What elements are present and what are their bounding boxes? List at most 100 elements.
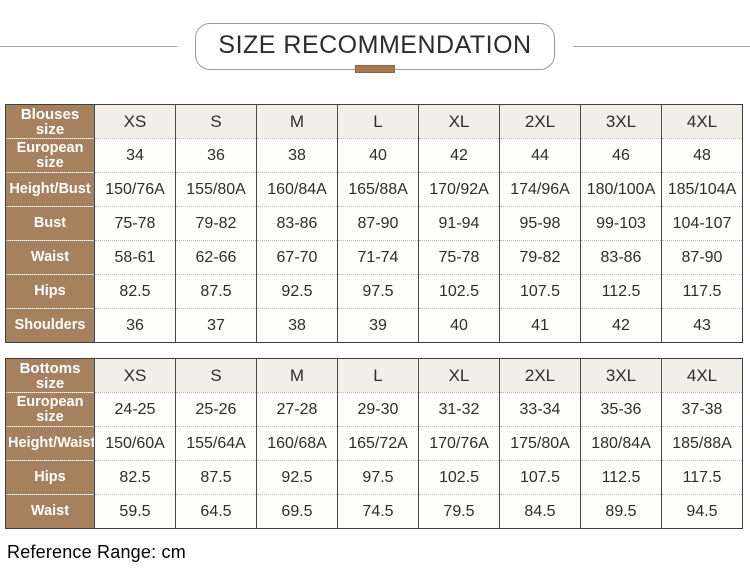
measurement-cell: 107.5 bbox=[499, 460, 581, 495]
row-label-cell: Shoulders bbox=[5, 308, 95, 343]
title-accent-bar bbox=[355, 64, 395, 73]
size-column-header: XS bbox=[94, 104, 176, 139]
table-row: Height/Waist 150/60A 155/64A 160/68A 165/72A… bbox=[5, 426, 743, 461]
measurement-cell: 112.5 bbox=[580, 460, 662, 495]
measurement-cell: 34 bbox=[94, 138, 176, 173]
row-label-cell: Waist bbox=[5, 494, 95, 529]
measurement-cell: 102.5 bbox=[418, 274, 500, 309]
table-row: European size 34 36 38 40 42 44 46 48 bbox=[5, 138, 743, 173]
measurement-cell: 40 bbox=[337, 138, 419, 173]
size-column-header: 2XL bbox=[499, 104, 581, 139]
table-row: Shoulders 36 37 38 39 40 41 42 43 bbox=[5, 308, 743, 343]
measurement-cell: 89.5 bbox=[580, 494, 662, 529]
measurement-cell: 69.5 bbox=[256, 494, 338, 529]
measurement-cell: 82.5 bbox=[94, 274, 176, 309]
table-row: Hips 82.5 87.5 92.5 97.5 102.5 107.5 112.5 117.5 bbox=[5, 274, 743, 309]
table-gap bbox=[0, 343, 750, 358]
measurement-cell: 83-86 bbox=[580, 240, 662, 275]
measurement-cell: 97.5 bbox=[337, 460, 419, 495]
row-label-cell: Bottoms size bbox=[5, 358, 95, 393]
measurement-cell: 37 bbox=[175, 308, 257, 343]
measurement-cell: 117.5 bbox=[661, 460, 743, 495]
measurement-cell: 64.5 bbox=[175, 494, 257, 529]
measurement-cell: 97.5 bbox=[337, 274, 419, 309]
measurement-cell: 87.5 bbox=[175, 460, 257, 495]
measurement-cell: 33-34 bbox=[499, 392, 581, 427]
measurement-cell: 42 bbox=[580, 308, 662, 343]
table-row: Height/Bust 150/76A 155/80A 160/84A 165/88A 1… bbox=[5, 172, 743, 207]
measurement-cell: 71-74 bbox=[337, 240, 419, 275]
title-line-left bbox=[0, 45, 178, 47]
measurement-cell: 175/80A bbox=[499, 426, 581, 461]
measurement-cell: 40 bbox=[418, 308, 500, 343]
measurement-cell: 102.5 bbox=[418, 460, 500, 495]
measurement-cell: 31-32 bbox=[418, 392, 500, 427]
table-row: Blouses size XS S M L XL 2XL 3XL 4XL bbox=[5, 104, 743, 139]
measurement-cell: 83-86 bbox=[256, 206, 338, 241]
measurement-cell: 75-78 bbox=[94, 206, 176, 241]
measurement-cell: 38 bbox=[256, 138, 338, 173]
measurement-cell: 170/76A bbox=[418, 426, 500, 461]
measurement-cell: 41 bbox=[499, 308, 581, 343]
title-line-right bbox=[572, 45, 750, 47]
measurement-cell: 91-94 bbox=[418, 206, 500, 241]
measurement-cell: 46 bbox=[580, 138, 662, 173]
row-label-cell: Hips bbox=[5, 460, 95, 495]
size-column-header: M bbox=[256, 104, 338, 139]
measurement-cell: 74.5 bbox=[337, 494, 419, 529]
measurement-cell: 150/76A bbox=[94, 172, 176, 207]
page-title: SIZE RECOMMENDATION bbox=[218, 30, 532, 59]
size-column-header: L bbox=[337, 358, 419, 393]
measurement-cell: 155/80A bbox=[175, 172, 257, 207]
measurement-cell: 160/68A bbox=[256, 426, 338, 461]
measurement-cell: 43 bbox=[661, 308, 743, 343]
measurement-cell: 104-107 bbox=[661, 206, 743, 241]
measurement-cell: 165/88A bbox=[337, 172, 419, 207]
measurement-cell: 99-103 bbox=[580, 206, 662, 241]
measurement-cell: 75-78 bbox=[418, 240, 500, 275]
measurement-cell: 180/84A bbox=[580, 426, 662, 461]
page-title-box: SIZE RECOMMENDATION bbox=[195, 22, 555, 73]
table-row: Bust 75-78 79-82 83-86 87-90 91-94 95-98 99-103… bbox=[5, 206, 743, 241]
title-section: SIZE RECOMMENDATION bbox=[0, 22, 750, 73]
size-column-header: 2XL bbox=[499, 358, 581, 393]
measurement-cell: 112.5 bbox=[580, 274, 662, 309]
table-row: Bottoms size XS S M L XL 2XL 3XL 4XL bbox=[5, 358, 743, 393]
row-label-cell: Hips bbox=[5, 274, 95, 309]
measurement-cell: 94.5 bbox=[661, 494, 743, 529]
size-column-header: S bbox=[175, 358, 257, 393]
size-column-header: S bbox=[175, 104, 257, 139]
measurement-cell: 87.5 bbox=[175, 274, 257, 309]
size-column-header: 4XL bbox=[661, 358, 743, 393]
measurement-cell: 107.5 bbox=[499, 274, 581, 309]
measurement-cell: 160/84A bbox=[256, 172, 338, 207]
table-row: Waist 59.5 64.5 69.5 74.5 79.5 84.5 89.5 94.5 bbox=[5, 494, 743, 529]
measurement-cell: 59.5 bbox=[94, 494, 176, 529]
measurement-cell: 87-90 bbox=[337, 206, 419, 241]
bottoms-size-table: Bottoms size XS S M L XL 2XL 3XL 4XL European siz… bbox=[5, 358, 743, 529]
row-label-cell: Blouses size bbox=[5, 104, 95, 139]
measurement-cell: 24-25 bbox=[94, 392, 176, 427]
measurement-cell: 36 bbox=[175, 138, 257, 173]
table-row: Hips 82.5 87.5 92.5 97.5 102.5 107.5 112.5 117.5 bbox=[5, 460, 743, 495]
measurement-cell: 79.5 bbox=[418, 494, 500, 529]
size-tables-section: Blouses size XS S M L XL 2XL 3XL 4XL European siz… bbox=[0, 104, 750, 529]
measurement-cell: 185/104A bbox=[661, 172, 743, 207]
row-label-cell: Waist bbox=[5, 240, 95, 275]
size-column-header: XL bbox=[418, 358, 500, 393]
size-column-header: XL bbox=[418, 104, 500, 139]
measurement-cell: 27-28 bbox=[256, 392, 338, 427]
measurement-cell: 84.5 bbox=[499, 494, 581, 529]
measurement-cell: 155/64A bbox=[175, 426, 257, 461]
measurement-cell: 170/92A bbox=[418, 172, 500, 207]
size-column-header: L bbox=[337, 104, 419, 139]
measurement-cell: 67-70 bbox=[256, 240, 338, 275]
measurement-cell: 42 bbox=[418, 138, 500, 173]
measurement-cell: 95-98 bbox=[499, 206, 581, 241]
size-column-header: 4XL bbox=[661, 104, 743, 139]
measurement-cell: 117.5 bbox=[661, 274, 743, 309]
measurement-cell: 174/96A bbox=[499, 172, 581, 207]
measurement-cell: 87-90 bbox=[661, 240, 743, 275]
measurement-cell: 44 bbox=[499, 138, 581, 173]
measurement-cell: 180/100A bbox=[580, 172, 662, 207]
